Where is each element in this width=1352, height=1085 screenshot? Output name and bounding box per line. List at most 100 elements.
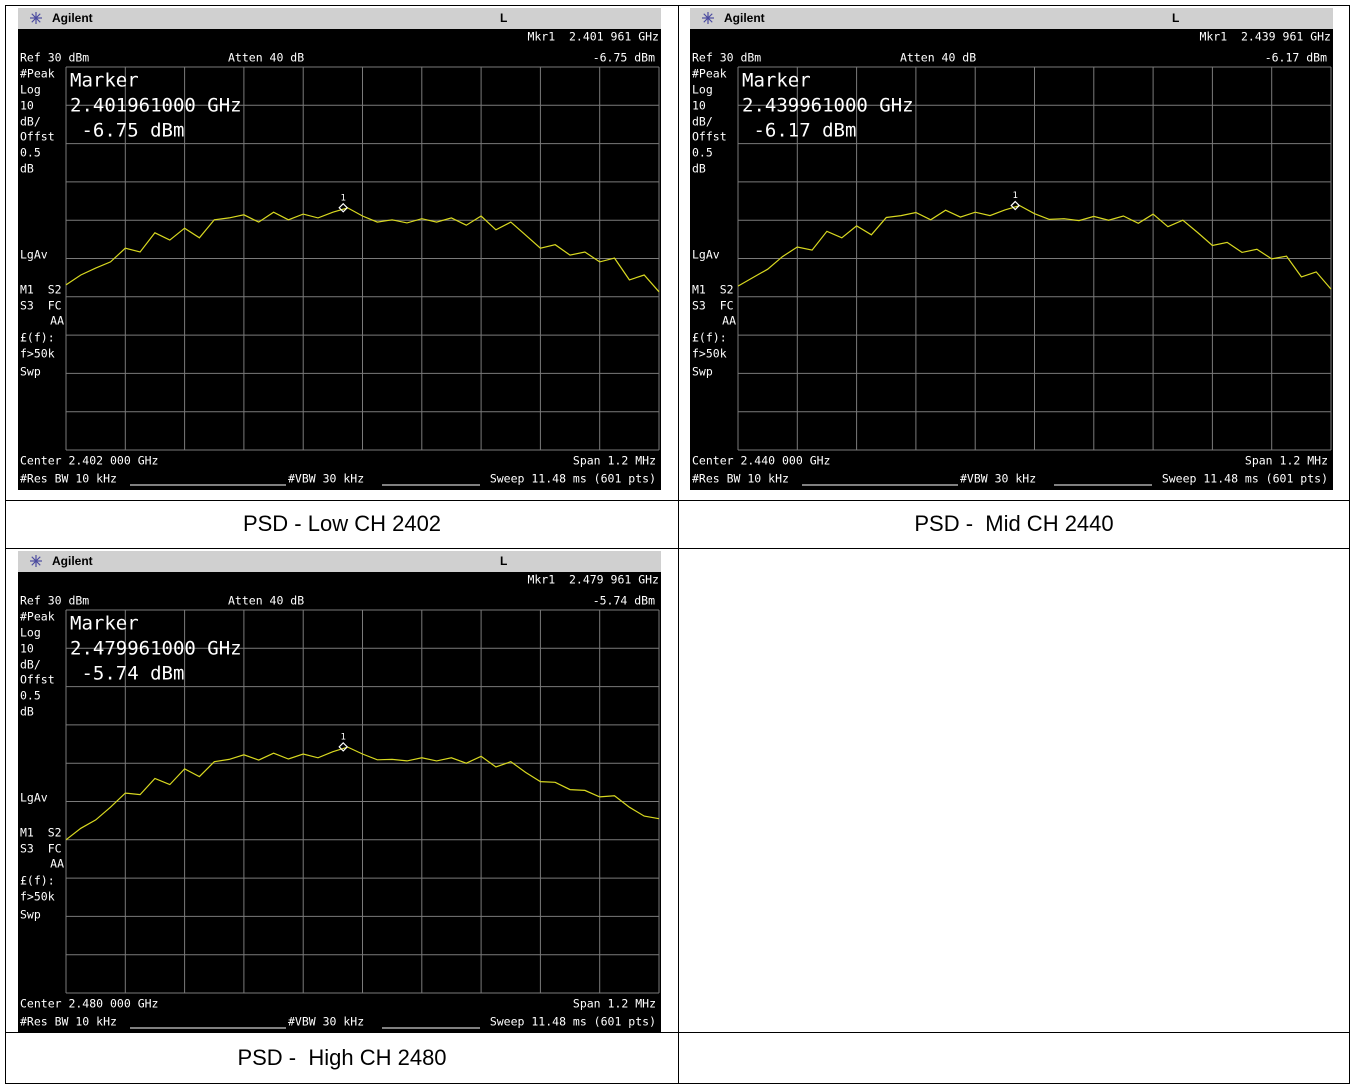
vbw: #VBW 30 kHz — [288, 1015, 364, 1029]
center-freq: Center 2.480 000 GHz — [20, 997, 158, 1011]
center-freq: Center 2.440 000 GHz — [692, 454, 830, 468]
side-label: S3 FC — [20, 299, 62, 313]
analyzer-screen: Agilent L Mkr1 2.401 961 GHz -6.75 dBm Ref 3… — [18, 8, 661, 490]
logo-ray — [703, 13, 709, 19]
side-label: Swp — [20, 908, 41, 922]
side-label: Swp — [20, 365, 41, 379]
side-label: LgAv — [692, 248, 720, 262]
table-border — [5, 5, 6, 1084]
side-label: M1 S2 — [20, 283, 62, 297]
mode: L — [500, 554, 507, 568]
caption: PSD - Low CH 2402 — [242, 511, 442, 536]
side-label: £(f): — [20, 331, 55, 345]
marker-number: 1 — [1013, 191, 1018, 201]
marker-box-text: 2.401961000 GHz — [70, 95, 242, 117]
side-label: dB/ — [20, 658, 41, 672]
side-label: dB — [20, 162, 34, 176]
side-label: S3 FC — [692, 299, 734, 313]
mode: L — [500, 11, 507, 25]
logo-ray — [35, 13, 41, 19]
side-label: 0.5 — [20, 146, 41, 160]
header-bar — [690, 8, 1333, 29]
logo-ray — [35, 17, 41, 23]
center-freq: Center 2.402 000 GHz — [20, 454, 158, 468]
attenuation: Atten 40 dB — [228, 51, 304, 65]
caption: PSD - High CH 2480 — [237, 1045, 447, 1070]
side-label: f>50k — [20, 347, 55, 361]
marker-level: -5.74 dBm — [593, 594, 655, 608]
vbw: #VBW 30 kHz — [288, 472, 364, 486]
caption: PSD - Mid CH 2440 — [914, 511, 1114, 536]
trace — [737, 204, 1332, 290]
sweep: Sweep 11.48 ms (601 pts) — [1162, 472, 1328, 486]
side-label: Log — [20, 626, 41, 640]
side-label: AA — [50, 314, 64, 328]
side-label: M1 S2 — [692, 283, 734, 297]
span: Span 1.2 MHz — [573, 454, 656, 468]
logo-ray — [707, 17, 713, 23]
rbw: #Res BW 10 kHz — [20, 472, 117, 486]
side-label: Offst — [20, 673, 55, 687]
trace — [65, 746, 660, 841]
table-border — [5, 1032, 1349, 1033]
side-label: 10 — [20, 99, 34, 113]
side-label: dB — [692, 162, 706, 176]
span: Span 1.2 MHz — [573, 997, 656, 1011]
marker-box-text: -6.75 dBm — [70, 120, 184, 142]
table-border — [1349, 5, 1350, 1084]
side-label: 10 — [20, 642, 34, 656]
table-border — [678, 5, 679, 1084]
marker-number: 1 — [341, 732, 346, 742]
side-label: S3 FC — [20, 842, 62, 856]
brand: Agilent — [52, 554, 93, 568]
side-label: £(f): — [692, 331, 727, 345]
side-label: f>50k — [20, 890, 55, 904]
side-label: #Peak — [20, 67, 55, 81]
side-label: #Peak — [20, 610, 55, 624]
side-label: 10 — [692, 99, 706, 113]
mode: L — [1172, 11, 1179, 25]
logo-ray — [31, 560, 37, 566]
header-bar — [18, 551, 661, 572]
brand: Agilent — [52, 11, 93, 25]
table-border — [5, 500, 1349, 501]
marker-readout: Mkr1 2.439 961 GHz — [1199, 30, 1331, 44]
side-label: Log — [20, 83, 41, 97]
table-border — [5, 548, 1349, 549]
ref-level: Ref 30 dBm — [20, 51, 89, 65]
analyzer-screen: Agilent L Mkr1 2.479 961 GHz -5.74 dBm Ref 3… — [18, 551, 661, 1033]
marker-diamond — [338, 742, 349, 752]
sweep: Sweep 11.48 ms (601 pts) — [490, 472, 656, 486]
table-border — [5, 1083, 1349, 1084]
side-label: AA — [50, 857, 64, 871]
side-label: 0.5 — [692, 146, 713, 160]
side-label: #Peak — [692, 67, 727, 81]
marker-diamond — [1010, 200, 1021, 211]
trace — [65, 207, 660, 293]
marker-box-text: Marker — [70, 613, 139, 635]
logo-ray — [31, 13, 37, 19]
side-label: Swp — [692, 365, 713, 379]
marker-level: -6.75 dBm — [593, 51, 655, 65]
rbw: #Res BW 10 kHz — [692, 472, 789, 486]
marker-diamond — [338, 202, 349, 213]
ref-level: Ref 30 dBm — [20, 594, 89, 608]
attenuation: Atten 40 dB — [900, 51, 976, 65]
logo-ray — [31, 17, 37, 23]
ref-level: Ref 30 dBm — [692, 51, 761, 65]
vbw: #VBW 30 kHz — [960, 472, 1036, 486]
marker-box-text: Marker — [70, 70, 139, 92]
marker-number: 1 — [341, 193, 346, 203]
side-label: AA — [722, 314, 736, 328]
marker-box-text: Marker — [742, 70, 811, 92]
side-label: Log — [692, 83, 713, 97]
span: Span 1.2 MHz — [1245, 454, 1328, 468]
marker-box-text: 2.439961000 GHz — [742, 95, 914, 117]
side-label: Offst — [20, 130, 55, 144]
table-border — [5, 5, 1349, 6]
brand: Agilent — [724, 11, 765, 25]
side-label: £(f): — [20, 874, 55, 888]
side-label: dB — [20, 705, 34, 719]
marker-box-text: -6.17 dBm — [742, 120, 856, 142]
